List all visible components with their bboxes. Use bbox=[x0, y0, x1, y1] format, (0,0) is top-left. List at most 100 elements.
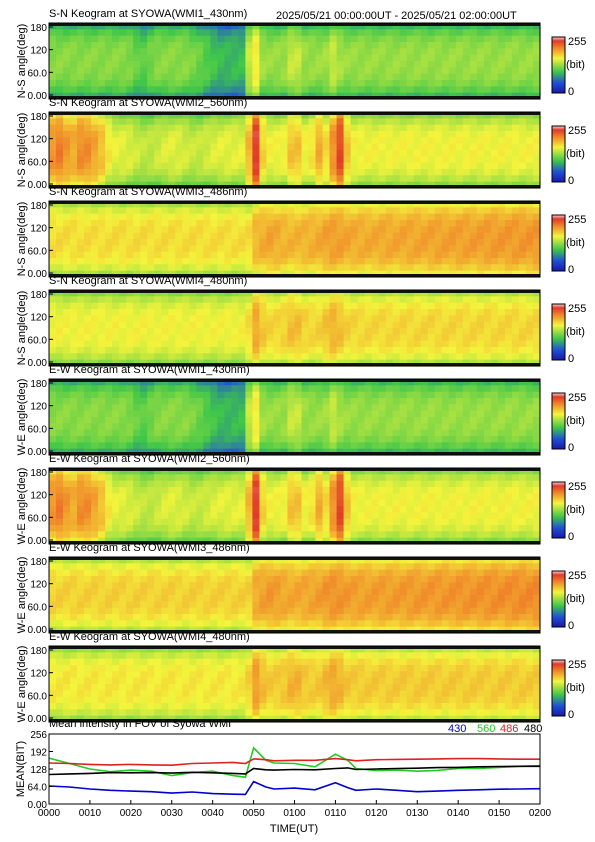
y-tick-label: 180 bbox=[30, 557, 47, 568]
y-tick-label: 60.0 bbox=[28, 602, 48, 613]
time-range: 2025/05/21 00:00:00UT - 2025/05/21 02:00… bbox=[276, 10, 517, 22]
y-tick-label: 0.00 bbox=[28, 358, 48, 369]
keogram-ylabel: W-E angle(deg) bbox=[16, 646, 28, 723]
y-tick-label: 120 bbox=[30, 402, 47, 413]
colorbar: 255 (bit) 0 bbox=[551, 392, 586, 454]
colorbar-max: 255 bbox=[568, 36, 586, 48]
keogram-panel: S-N Keogram at SYOWA(WMI4_480nm)180 120 60… bbox=[16, 275, 586, 369]
keogram-title: E-W Keogram at SYOWA(WMI2_560nm) bbox=[49, 453, 250, 465]
series-line-430 bbox=[48, 780, 541, 796]
keogram-frame bbox=[48, 645, 541, 723]
lineplot-x-tick: 0010 bbox=[79, 808, 102, 819]
keogram-panel: S-N Keogram at SYOWA(WMI2_560nm)180 120 60… bbox=[16, 97, 586, 191]
y-tick-label: 60.0 bbox=[28, 157, 48, 168]
colorbar-unit: (bit) bbox=[566, 415, 585, 427]
keogram-frame bbox=[48, 22, 541, 100]
colorbar-min: 0 bbox=[568, 442, 574, 454]
lineplot-y-tick: 0.00 bbox=[28, 800, 48, 811]
keogram-image bbox=[49, 290, 541, 367]
lineplot-x-tick: 0100 bbox=[283, 808, 306, 819]
colorbar-max: 255 bbox=[568, 570, 586, 582]
y-tick-label: 0.00 bbox=[28, 447, 48, 458]
colorbar-unit: (bit) bbox=[566, 593, 585, 605]
series-line-486 bbox=[48, 757, 540, 767]
lineplot-x-tick: 0110 bbox=[325, 808, 347, 819]
keogram-ylabel: N-S angle(deg) bbox=[16, 24, 28, 99]
colorbar: 255 (bit) 0 bbox=[551, 36, 586, 98]
colorbar-unit: (bit) bbox=[566, 682, 585, 694]
keogram-image bbox=[49, 201, 541, 278]
keogram-frame bbox=[48, 289, 541, 367]
keogram-frame bbox=[48, 378, 541, 456]
y-tick-label: 120 bbox=[30, 491, 47, 502]
y-tick-label: 60.0 bbox=[28, 691, 48, 702]
y-tick-label: 180 bbox=[30, 468, 47, 479]
keogram-frame bbox=[48, 467, 541, 545]
lineplot-y-tick: 256 bbox=[30, 730, 47, 741]
y-tick-label: 120 bbox=[30, 313, 47, 324]
colorbar: 255 (bit) 0 bbox=[551, 125, 586, 187]
y-tick-label: 180 bbox=[30, 201, 47, 212]
colorbar-max: 255 bbox=[568, 659, 586, 671]
keogram-panel: S-N Keogram at SYOWA(WMI1_430nm)180 120 60… bbox=[16, 8, 586, 102]
colorbar: 255 (bit) 0 bbox=[551, 214, 586, 276]
y-tick-label: 120 bbox=[30, 135, 47, 146]
colorbar: 255 (bit) 0 bbox=[551, 570, 586, 632]
keogram-image bbox=[49, 23, 541, 100]
lineplot-x-tick: 0030 bbox=[161, 808, 184, 819]
colorbar-unit: (bit) bbox=[566, 504, 585, 516]
keogram-title: E-W Keogram at SYOWA(WMI4_480nm) bbox=[49, 631, 250, 643]
keogram-image bbox=[49, 646, 541, 723]
y-tick-label: 60.0 bbox=[28, 335, 48, 346]
lineplot-x-tick: 0130 bbox=[406, 808, 429, 819]
colorbar-min: 0 bbox=[568, 86, 574, 98]
y-tick-label: 0.00 bbox=[28, 625, 48, 636]
lineplot-y-tick: 64.0 bbox=[28, 783, 48, 794]
keogram-frame bbox=[48, 556, 541, 634]
keogram-title: S-N Keogram at SYOWA(WMI2_560nm) bbox=[49, 97, 247, 109]
keogram-panel: E-W Keogram at SYOWA(WMI2_560nm)180 120 60… bbox=[16, 453, 586, 547]
y-tick-label: 180 bbox=[30, 379, 47, 390]
keogram-frame bbox=[48, 200, 541, 278]
series-line-560 bbox=[48, 746, 541, 779]
colorbar-max: 255 bbox=[568, 214, 586, 226]
y-tick-label: 0.00 bbox=[28, 91, 48, 102]
legend-560: 560 bbox=[477, 723, 495, 735]
y-tick-label: 60.0 bbox=[28, 424, 48, 435]
colorbar-max: 255 bbox=[568, 392, 586, 404]
lineplot-x-tick: 0000 bbox=[38, 808, 61, 819]
colorbar-min: 0 bbox=[568, 620, 574, 632]
lineplot-x-tick: 0050 bbox=[242, 808, 265, 819]
keogram-panel: E-W Keogram at SYOWA(WMI3_486nm)180 120 60… bbox=[16, 542, 586, 636]
y-tick-label: 180 bbox=[30, 290, 47, 301]
y-tick-label: 180 bbox=[30, 23, 47, 34]
y-tick-label: 60.0 bbox=[28, 513, 48, 524]
keogram-title: E-W Keogram at SYOWA(WMI3_486nm) bbox=[49, 542, 250, 554]
y-tick-label: 0.00 bbox=[28, 536, 48, 547]
y-tick-label: 180 bbox=[30, 112, 47, 123]
keogram-ylabel: W-E angle(deg) bbox=[16, 468, 28, 545]
keogram-panels: S-N Keogram at SYOWA(WMI1_430nm)18012060… bbox=[16, 8, 586, 725]
colorbar-min: 0 bbox=[568, 709, 574, 721]
y-tick-label: 0.00 bbox=[28, 180, 48, 191]
y-tick-label: 120 bbox=[30, 46, 47, 57]
lineplot-x-tick: 0150 bbox=[488, 808, 511, 819]
series-line-480 bbox=[48, 765, 540, 776]
keogram-frame bbox=[48, 111, 541, 189]
colorbar-unit: (bit) bbox=[566, 326, 585, 338]
colorbar-unit: (bit) bbox=[566, 237, 585, 249]
keogram-panel: E-W Keogram at SYOWA(WMI4_480nm)180 120 60… bbox=[16, 631, 586, 725]
y-tick-label: 180 bbox=[30, 646, 47, 657]
lineplot-ylabel: MEAN(BIT) bbox=[15, 741, 27, 797]
colorbar-min: 0 bbox=[568, 264, 574, 276]
keogram-ylabel: N-S angle(deg) bbox=[16, 113, 28, 188]
y-tick-label: 0.00 bbox=[28, 269, 48, 280]
y-tick-label: 120 bbox=[30, 669, 47, 680]
keogram-image bbox=[49, 112, 541, 189]
colorbar-max: 255 bbox=[568, 481, 586, 493]
legend-480: 480 bbox=[524, 723, 542, 735]
colorbar-min: 0 bbox=[568, 531, 574, 543]
keogram-image bbox=[49, 557, 541, 634]
y-tick-label: 120 bbox=[30, 224, 47, 235]
